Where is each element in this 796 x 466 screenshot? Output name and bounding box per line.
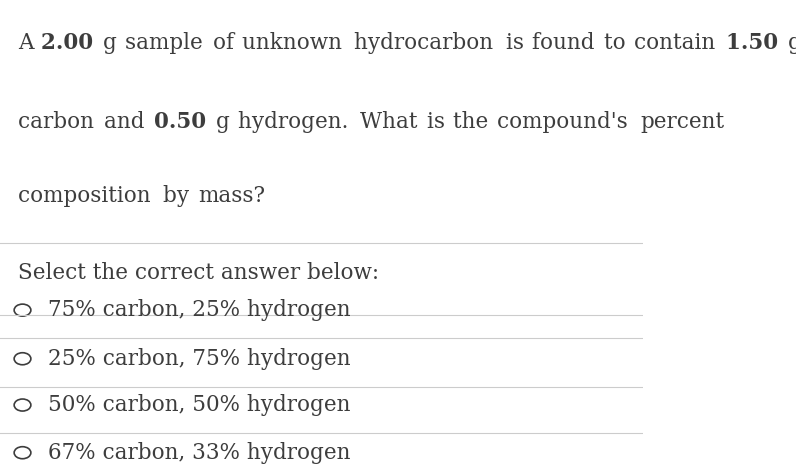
Text: composition: composition <box>18 185 158 207</box>
Text: g: g <box>216 111 236 133</box>
Text: sample: sample <box>125 33 210 55</box>
Text: found: found <box>532 33 601 55</box>
Text: is: is <box>506 33 531 55</box>
Text: by: by <box>163 185 197 207</box>
Text: mass?: mass? <box>198 185 265 207</box>
Text: 50% carbon, 50% hydrogen: 50% carbon, 50% hydrogen <box>49 394 351 416</box>
Text: 0.50: 0.50 <box>154 111 213 133</box>
Text: and: and <box>104 111 152 133</box>
Text: Select the correct answer below:: Select the correct answer below: <box>18 261 379 283</box>
Text: hydrogen.: hydrogen. <box>237 111 355 133</box>
Text: the: the <box>453 111 495 133</box>
Text: 75% carbon, 25% hydrogen: 75% carbon, 25% hydrogen <box>49 299 351 321</box>
Text: to: to <box>604 33 633 55</box>
Text: hydrocarbon: hydrocarbon <box>354 33 500 55</box>
Text: 1.50: 1.50 <box>726 33 786 55</box>
Text: unknown: unknown <box>243 33 349 55</box>
Text: A: A <box>18 33 41 55</box>
Text: 67% carbon, 33% hydrogen: 67% carbon, 33% hydrogen <box>49 442 351 464</box>
Text: What: What <box>360 111 424 133</box>
Text: of: of <box>213 33 241 55</box>
Text: carbon: carbon <box>18 111 101 133</box>
Text: 2.00: 2.00 <box>41 33 101 55</box>
Text: is: is <box>427 111 452 133</box>
Text: compound's: compound's <box>497 111 634 133</box>
Text: g: g <box>788 33 796 55</box>
Text: contain: contain <box>634 33 722 55</box>
Text: percent: percent <box>640 111 724 133</box>
Text: 25% carbon, 75% hydrogen: 25% carbon, 75% hydrogen <box>49 348 351 370</box>
Text: g: g <box>103 33 124 55</box>
